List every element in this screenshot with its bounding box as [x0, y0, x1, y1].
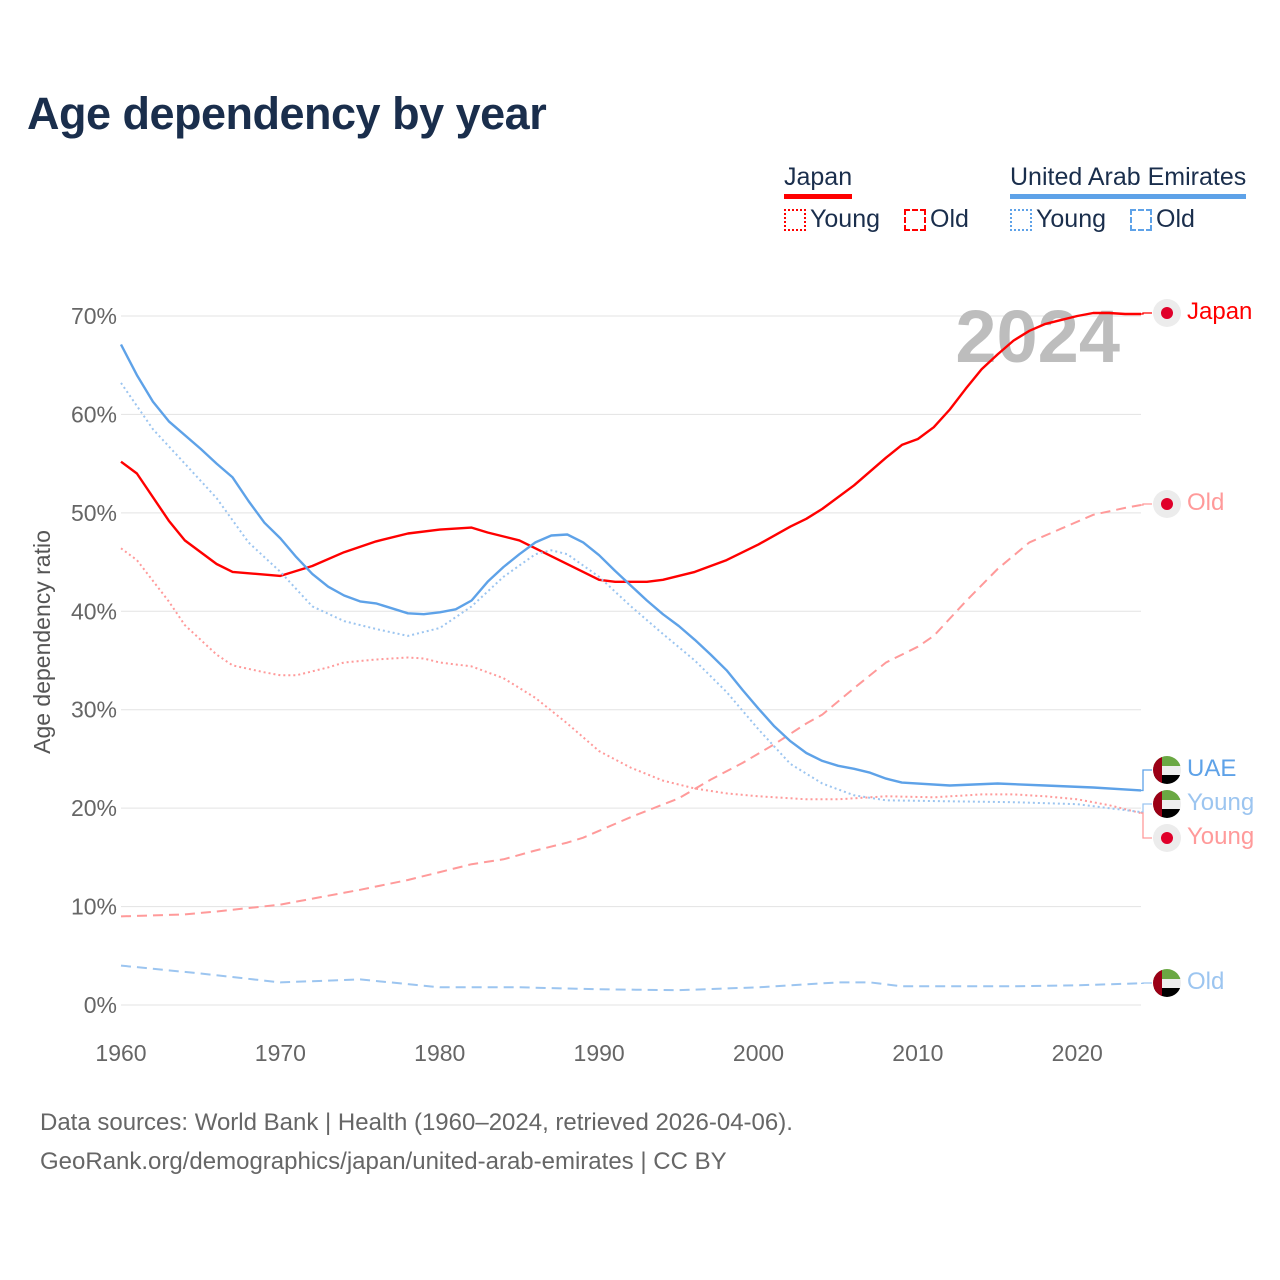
legend-uae[interactable]: United Arab Emirates — [1010, 163, 1247, 199]
y-tick-label: 70% — [71, 303, 117, 329]
connector-line — [1141, 769, 1152, 792]
legend-label: Young — [1036, 205, 1106, 233]
footer-sources: Data sources: World Bank | Health (1960–… — [40, 1109, 793, 1136]
connector-line — [1141, 812, 1152, 839]
end-label-uae-young: Young — [1187, 789, 1255, 816]
connector-line — [1141, 312, 1152, 315]
flag-stripe — [1153, 775, 1181, 784]
flag-stripe — [1153, 790, 1162, 818]
series-line-japan-old — [120, 504, 1142, 918]
y-tick-label: 40% — [71, 598, 117, 624]
flag-stripe — [1153, 809, 1181, 818]
dotted-swatch-icon — [1010, 208, 1032, 231]
series-line-japan-young — [120, 547, 1142, 815]
end-label-japan-young: Young — [1187, 823, 1255, 850]
japan-flag-dot — [1161, 498, 1173, 510]
legend-label: Old — [1156, 205, 1195, 233]
dotted-swatch-icon — [784, 208, 806, 231]
flag-stripe — [1153, 988, 1181, 997]
legend-japan[interactable]: Japan — [784, 163, 853, 199]
x-tick-label: 2010 — [892, 1040, 943, 1066]
flag-stripe — [1153, 800, 1181, 809]
series-line-uae — [119, 343, 1142, 792]
flag-stripe — [1153, 756, 1181, 766]
flag-stripe — [1153, 979, 1181, 988]
legend-japan-old[interactable]: Old — [904, 205, 969, 234]
connector-line — [1141, 803, 1152, 813]
x-tick-label: 1960 — [95, 1040, 146, 1066]
y-tick-label: 60% — [71, 401, 117, 427]
x-tick-label: 2020 — [1052, 1040, 1103, 1066]
y-axis-label: Age dependency ratio — [29, 530, 55, 754]
uae-flag-icon — [1153, 756, 1181, 784]
y-tick-label: 50% — [71, 500, 117, 526]
footer-link[interactable]: GeoRank.org/demographics/japan/united-ar… — [40, 1148, 727, 1175]
flag-stripe — [1153, 756, 1162, 784]
legend-label: Old — [930, 205, 969, 233]
japan-flag-dot — [1161, 307, 1173, 319]
y-tick-label: 10% — [71, 894, 117, 920]
x-tick-label: 1970 — [255, 1040, 306, 1066]
series-line-uae-young — [120, 382, 1142, 814]
year-watermark: 2024 — [955, 295, 1120, 378]
legend-label: Young — [810, 205, 880, 233]
connector-line — [1141, 503, 1152, 506]
x-tick-label: 1990 — [574, 1040, 625, 1066]
dashed-swatch-icon — [904, 208, 926, 231]
end-label-japan: Japan — [1187, 298, 1253, 325]
uae-flag-icon — [1153, 790, 1181, 818]
y-tick-label: 30% — [71, 697, 117, 723]
flag-stripe — [1153, 969, 1181, 979]
y-tick-label: 20% — [71, 795, 117, 821]
dashed-swatch-icon — [1130, 208, 1152, 231]
x-tick-label: 1980 — [414, 1040, 465, 1066]
legend-uae-old[interactable]: Old — [1130, 205, 1195, 234]
flag-stripe — [1153, 766, 1181, 775]
flag-stripe — [1153, 969, 1162, 997]
legend-uae-young[interactable]: Young — [1010, 205, 1106, 234]
series-line-japan — [120, 311, 1141, 583]
end-label-uae-old: Old — [1187, 968, 1225, 995]
legend-japan-young[interactable]: Young — [784, 205, 880, 234]
japan-flag-dot — [1161, 832, 1173, 844]
y-tick-label: 0% — [84, 992, 117, 1018]
chart-title: Age dependency by year — [27, 88, 547, 139]
series-line-uae-old — [120, 964, 1142, 992]
x-tick-label: 2000 — [733, 1040, 784, 1066]
uae-flag-icon — [1153, 969, 1181, 997]
end-label-japan-old: Old — [1187, 489, 1225, 516]
flag-stripe — [1153, 790, 1181, 800]
end-label-uae: UAE — [1187, 755, 1237, 782]
